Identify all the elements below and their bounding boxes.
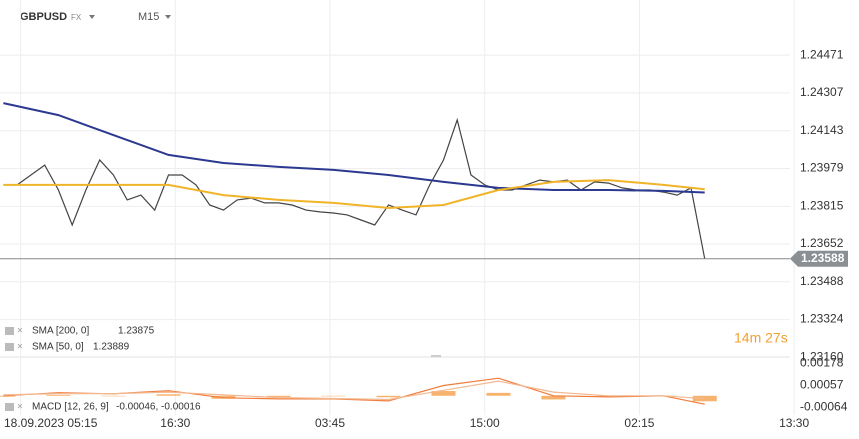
legend-value: 1.23889 — [93, 342, 130, 353]
x-tick-label: 16:30 — [160, 416, 190, 430]
histogram-bar — [266, 395, 291, 398]
sma-line — [3, 102, 705, 194]
y-tick-label: 1.24307 — [800, 85, 844, 99]
legend-name: SMA [200, 0] — [32, 326, 89, 337]
y-tick-label: 0.00057 — [800, 378, 844, 392]
legend-icon[interactable] — [5, 327, 14, 335]
histogram-bar — [156, 394, 181, 396]
histogram-bar — [101, 395, 126, 397]
histogram-bar — [692, 395, 717, 402]
histogram-bar — [431, 391, 456, 396]
legend-close: × — [17, 342, 23, 353]
legend-icon[interactable] — [5, 403, 14, 411]
legend-name: SMA [50, 0] — [32, 342, 84, 353]
histogram-bar — [541, 395, 566, 400]
y-tick-label: 1.23979 — [800, 161, 844, 175]
legend-name: MACD [12, 26, 9] — [32, 402, 109, 413]
price-line — [3, 117, 706, 259]
last-price-label: 1.23588 — [801, 251, 845, 265]
last-price-tag — [790, 250, 848, 267]
y-tick-label: 1.23324 — [800, 312, 844, 326]
x-tick-label: 13:30 — [779, 416, 809, 430]
histogram-bar — [0, 395, 16, 397]
x-tick-label: 02:15 — [624, 416, 654, 430]
macd-line — [3, 380, 705, 401]
legend-close: × — [17, 326, 23, 337]
symbol[interactable]: GBPUSD — [20, 11, 67, 23]
x-tick-label: 15:00 — [470, 416, 500, 430]
sma-line — [3, 179, 705, 210]
y-tick-label: 1.23652 — [800, 236, 844, 250]
y-tick-label: 1.23488 — [800, 274, 844, 288]
y-tick-label: 1.23815 — [800, 199, 844, 213]
panel-handle[interactable] — [431, 355, 441, 358]
countdown: 14m 27s — [734, 330, 788, 346]
histogram-bar — [486, 392, 511, 396]
y-tick-label: -0.00064 — [800, 400, 848, 414]
legend-value: 1.23875 — [118, 326, 155, 337]
x-tick-label: 03:45 — [315, 416, 345, 430]
x-tick-label: 18.09.2023 05:15 — [4, 416, 98, 430]
dropdown-icon[interactable] — [165, 15, 171, 19]
y-tick-label: 0.00178 — [800, 355, 844, 369]
market: FX — [71, 13, 82, 22]
histogram-bar — [46, 394, 71, 396]
histogram-bar — [376, 395, 401, 398]
macd-line — [3, 377, 705, 405]
y-tick-label: 1.24143 — [800, 123, 844, 137]
timeframe[interactable]: M15 — [138, 11, 159, 23]
y-tick-label: 1.23160 — [800, 350, 844, 364]
histogram-bar — [321, 395, 346, 397]
dropdown-icon[interactable] — [89, 15, 95, 19]
y-tick-label: 1.24471 — [800, 47, 844, 61]
legend-close: × — [17, 402, 23, 413]
legend-value: -0.00046, -0.00016 — [116, 402, 201, 413]
legend-icon[interactable] — [5, 343, 14, 351]
